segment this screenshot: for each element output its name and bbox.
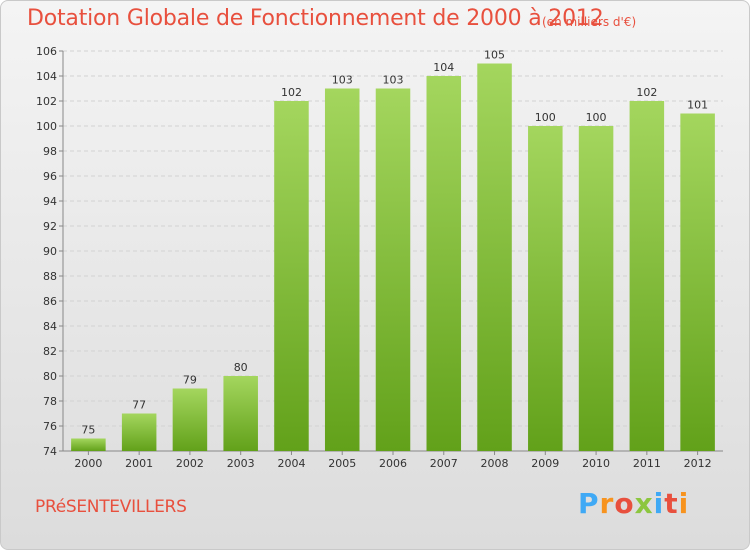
data-label: 75 — [81, 424, 95, 437]
data-label: 77 — [132, 399, 146, 412]
y-tick-label: 78 — [43, 395, 57, 408]
bar — [223, 376, 258, 451]
y-tick-label: 90 — [43, 245, 57, 258]
data-label: 100 — [535, 111, 556, 124]
x-tick-label: 2009 — [531, 457, 559, 470]
x-tick-label: 2003 — [227, 457, 255, 470]
y-tick-label: 84 — [43, 320, 57, 333]
y-tick-label: 100 — [36, 120, 57, 133]
chart-title: Dotation Globale de Fonctionnement de 20… — [27, 6, 604, 31]
x-tick-label: 2000 — [74, 457, 102, 470]
y-tick-label: 80 — [43, 370, 57, 383]
data-label: 79 — [183, 374, 197, 387]
x-tick-label: 2012 — [684, 457, 712, 470]
chart-subtitle: (en milliers d'€) — [542, 15, 637, 29]
bar — [121, 413, 157, 451]
x-tick-label: 2006 — [379, 457, 407, 470]
data-label: 80 — [234, 361, 248, 374]
data-label: 103 — [332, 74, 353, 87]
bars — [71, 63, 715, 451]
y-tick-label: 86 — [43, 295, 57, 308]
y-tick-label: 98 — [43, 145, 57, 158]
y-tick-label: 82 — [43, 345, 57, 358]
bar — [578, 126, 614, 451]
data-label: 100 — [586, 111, 607, 124]
x-tick-label: 2011 — [633, 457, 661, 470]
x-tick-label: 2002 — [176, 457, 204, 470]
logo-letter: i — [678, 487, 690, 520]
data-label: 105 — [484, 49, 505, 62]
y-tick-label: 88 — [43, 270, 57, 283]
y-tick-label: 74 — [43, 445, 57, 458]
logo-letter: x — [634, 487, 654, 520]
x-tick-label: 2007 — [430, 457, 458, 470]
x-tick-label: 2005 — [328, 457, 356, 470]
y-tick-label: 76 — [43, 420, 57, 433]
bar — [324, 88, 360, 451]
logo-letter: o — [614, 487, 635, 520]
data-label: 102 — [636, 86, 657, 99]
bar — [477, 63, 512, 451]
y-tick-label: 102 — [36, 95, 57, 108]
y-tick-label: 94 — [43, 195, 57, 208]
y-tick-label: 92 — [43, 220, 57, 233]
data-label: 101 — [687, 99, 708, 112]
bar — [375, 88, 411, 451]
logo-letter: r — [599, 487, 615, 520]
data-label: 104 — [433, 61, 454, 74]
x-tick-label: 2004 — [277, 457, 305, 470]
x-tick-label: 2008 — [481, 457, 509, 470]
bar — [426, 76, 462, 451]
bar — [528, 126, 563, 451]
logo-letter: i — [653, 487, 665, 520]
logo-letter: t — [664, 487, 679, 520]
y-tick-label: 96 — [43, 170, 57, 183]
bar — [172, 388, 208, 451]
x-tick-label: 2001 — [125, 457, 153, 470]
data-label: 102 — [281, 86, 302, 99]
x-tick-label: 2010 — [582, 457, 610, 470]
y-tick-label: 104 — [36, 70, 57, 83]
bar — [680, 113, 715, 451]
bar — [274, 101, 309, 451]
labels: 74 76 78 80 82 84 86 88 90 92 94 96 98 100 102 104 106 75… — [36, 45, 712, 470]
city-name: PRéSENTEVILLERS — [35, 497, 187, 517]
bar — [71, 438, 106, 451]
y-tick-label: 106 — [36, 45, 57, 58]
proxiti-logo[interactable]: Proxiti — [578, 487, 689, 520]
data-label: 103 — [383, 74, 404, 87]
logo-letter: P — [578, 487, 600, 520]
bar — [629, 101, 665, 451]
